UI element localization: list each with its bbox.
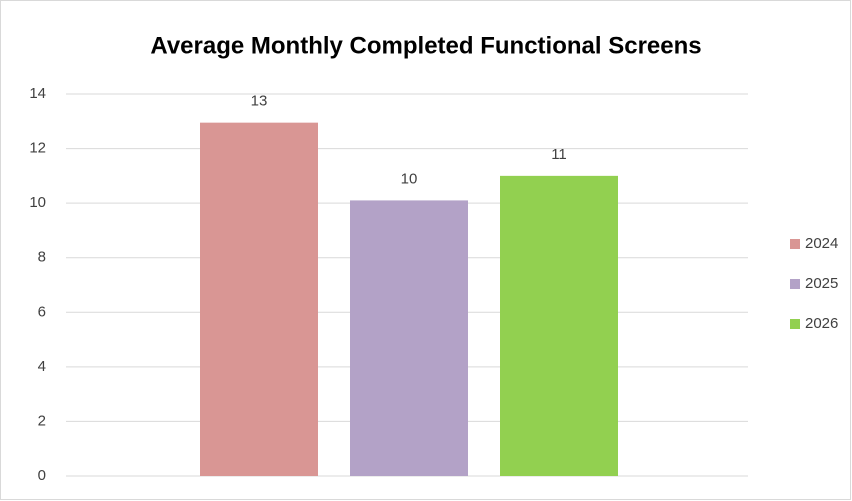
y-tick-label: 14 [29,85,46,102]
legend-swatch [790,279,800,289]
bar [200,122,318,477]
data-label: 10 [401,170,418,187]
y-tick-label: 6 [38,303,46,320]
legend-label: 2026 [805,315,838,332]
bar [350,200,468,476]
data-label: 11 [551,146,567,163]
y-tick-label: 4 [38,358,46,375]
y-tick-label: 12 [29,140,46,157]
legend-label: 2025 [805,275,838,292]
y-tick-label: 0 [38,467,46,484]
data-label: 13 [251,93,268,110]
y-tick-label: 2 [38,412,46,429]
chart-title: Average Monthly Completed Functional Scr… [150,32,701,59]
y-tick-label: 8 [38,249,46,266]
legend-label: 2024 [805,235,838,252]
legend-swatch [790,319,800,329]
bar [500,175,618,476]
y-tick-label: 10 [29,194,46,211]
legend-swatch [790,239,800,249]
